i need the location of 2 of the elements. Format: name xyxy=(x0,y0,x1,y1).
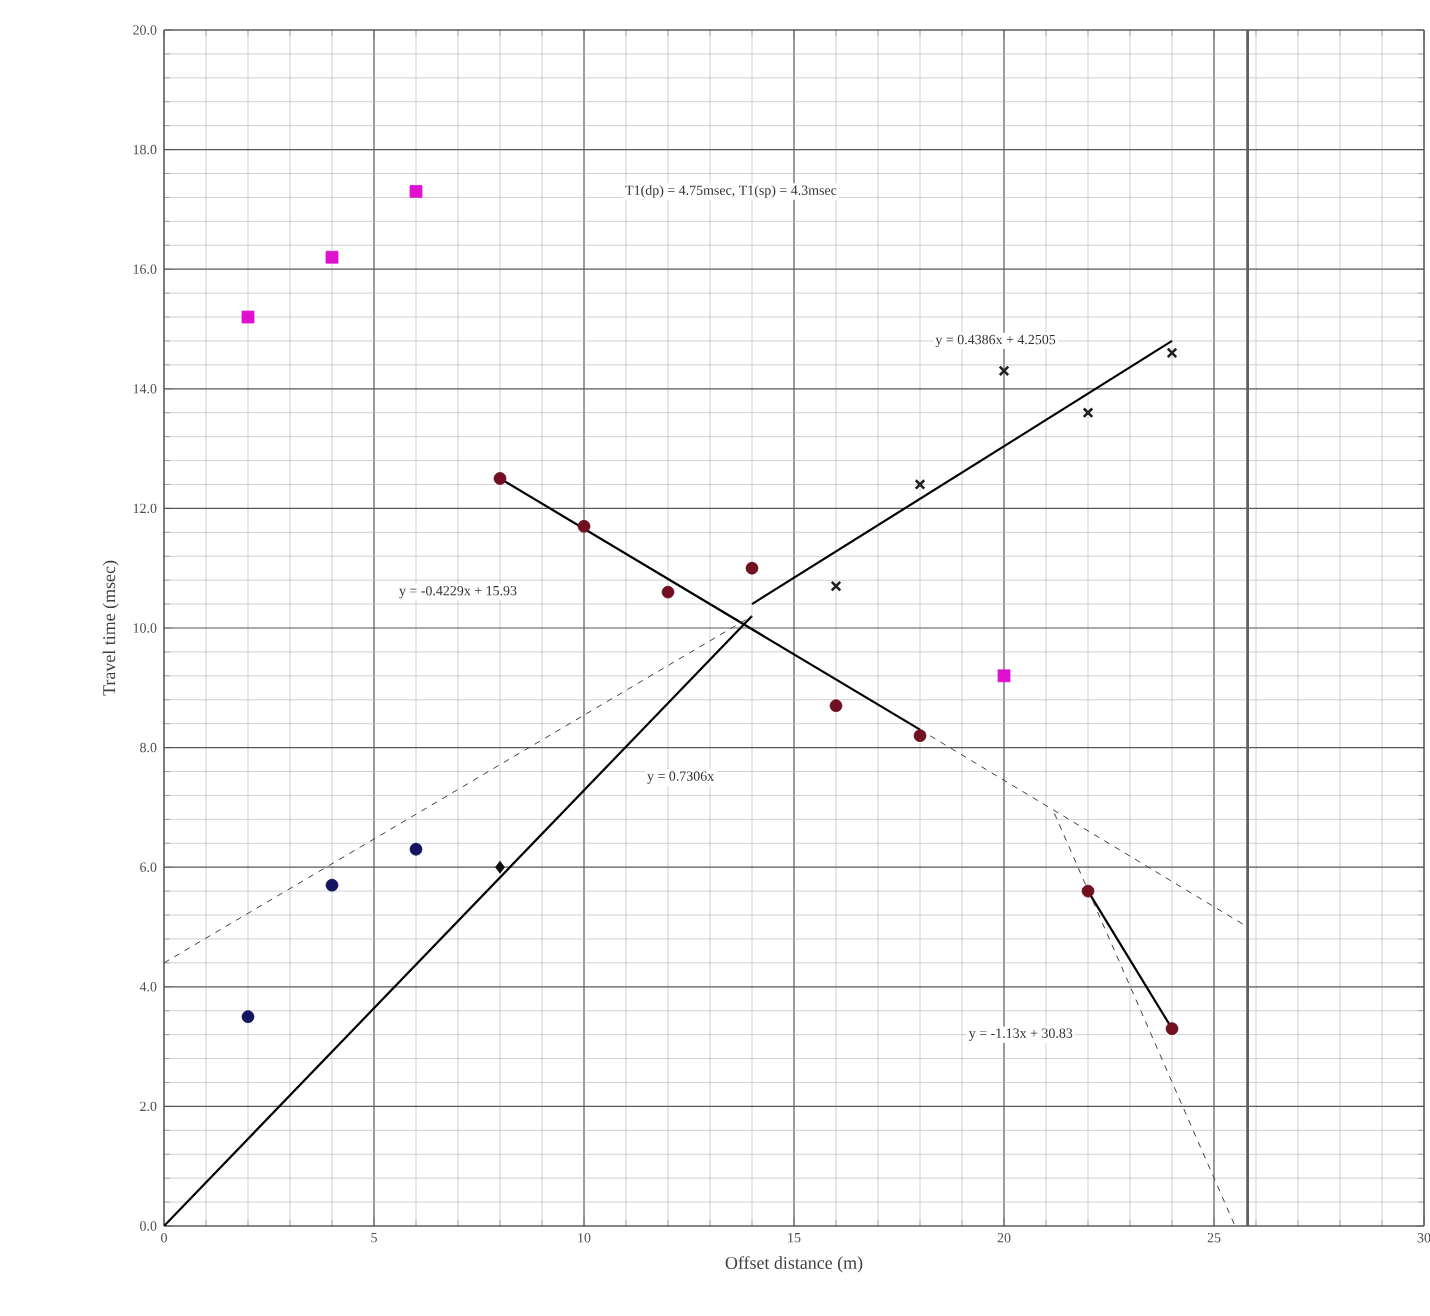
y-axis-title: Travel time (msec) xyxy=(102,560,119,696)
x-axis-title: Offset distance (m) xyxy=(725,1256,863,1273)
